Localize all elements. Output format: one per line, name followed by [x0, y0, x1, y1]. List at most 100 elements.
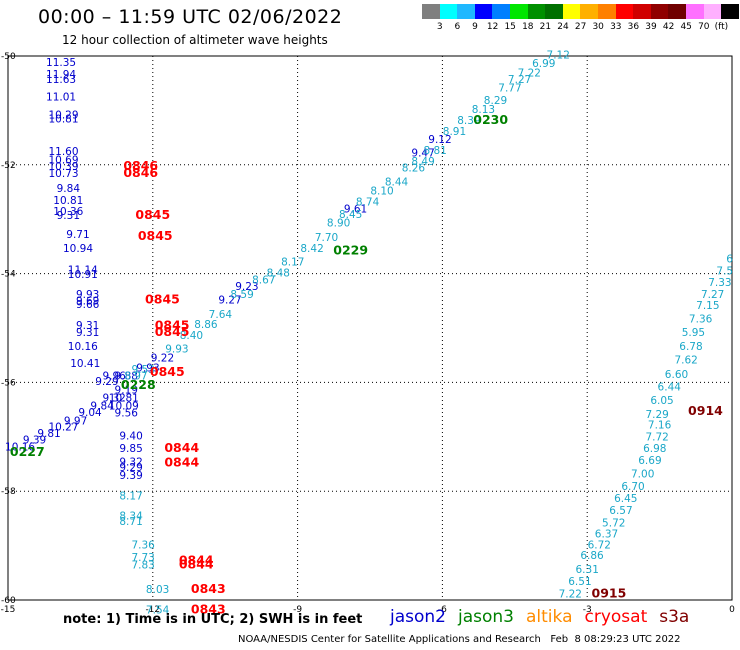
pass-time-label: 0915: [592, 585, 627, 600]
y-tick-label: -54: [1, 270, 16, 280]
colorbar-label: 33: [610, 22, 622, 32]
swh-reading: 7.27: [508, 74, 531, 86]
y-tick-label: -52: [1, 161, 16, 171]
swh-reading: 8.26: [402, 162, 426, 174]
swh-reading: 9.39: [23, 434, 46, 446]
pass-time-label: 0227: [10, 444, 45, 459]
x-tick-label: -3: [583, 605, 592, 615]
colorbar-swatch: [703, 4, 722, 19]
map-frame: [7, 55, 733, 601]
colorbar-label: 70: [698, 22, 710, 32]
y-tick-label: -60: [1, 596, 16, 606]
colorbar-label: 27: [574, 22, 587, 32]
satellite-legend: jason2 jason3 altika cryosat s3a: [390, 607, 701, 627]
swh-reading: 9.56: [115, 408, 139, 420]
swh-reading: 9.32: [119, 457, 142, 469]
wave-height-colorbar: [422, 4, 739, 19]
swh-reading: 9.66: [76, 299, 100, 311]
swh-reading: 9.93: [165, 343, 188, 355]
swh-reading: 8.10: [370, 186, 393, 198]
swh-reading: 8.59: [230, 289, 253, 301]
swh-reading: 9.61: [344, 204, 367, 216]
pass-time-label: 0843: [191, 602, 226, 617]
swh-reading: 6.51: [568, 576, 591, 588]
swh-reading: 7.73: [131, 552, 154, 564]
swh-reading: 9.19: [115, 384, 138, 396]
y-tick-label: -56: [1, 378, 16, 388]
pass-time-label: 0845: [145, 292, 180, 307]
swh-reading: 9.53: [131, 364, 154, 376]
swh-reading: 8.48: [267, 267, 290, 279]
swh-reading: 9.04: [78, 407, 102, 419]
pass-time-label: 0845: [138, 228, 173, 243]
swh-reading: 9.96: [102, 371, 126, 383]
swh-reading: 9.88: [115, 371, 138, 383]
colorbar-label: 12: [486, 22, 499, 32]
colorbar-swatch: [597, 4, 616, 19]
swh-reading: 9.93: [136, 363, 159, 375]
colorbar-label: 45: [680, 22, 692, 32]
swh-reading: 7.64: [209, 309, 233, 321]
x-tick-label: 0: [729, 605, 735, 615]
swh-reading: 6.86: [580, 550, 604, 562]
swh-reading: 9.22: [151, 353, 174, 365]
swh-reading: 10.41: [70, 358, 100, 370]
swh-reading: 8.39: [457, 115, 480, 127]
colorbar-label: 24: [557, 22, 569, 32]
pass-time-label: 0843: [191, 581, 226, 596]
swh-reading: 11.35: [46, 57, 76, 69]
pass-time-label: 0846: [123, 158, 158, 173]
colorbar-label: 3: [436, 22, 443, 32]
swh-reading: 10.94: [63, 243, 93, 255]
pass-time-label: 0914: [688, 403, 723, 418]
map-title: 00:00 – 11:59 UTC 02/06/2022: [38, 6, 343, 28]
pass-time-label: 0845: [135, 207, 170, 222]
colorbar-label: 15: [504, 22, 516, 32]
legend-cryosat: cryosat: [584, 607, 648, 627]
swh-reading: 7.62: [674, 354, 697, 366]
colorbar-label: 21: [539, 22, 552, 32]
swh-reading: 11.01: [46, 92, 76, 104]
colorbar-swatch: [509, 4, 528, 19]
pass-time-label: 0844: [179, 553, 214, 568]
pass-time-label: 0844: [164, 440, 199, 455]
colorbar-label: 39: [645, 22, 657, 32]
colorbar-swatch: [633, 4, 651, 19]
swh-reading: 10.69: [48, 155, 78, 167]
colorbar-swatch: [668, 4, 686, 19]
swh-reading: 7.83: [131, 559, 154, 571]
swh-reading: 7.36: [131, 539, 155, 551]
swh-reading: 7.70: [315, 232, 338, 244]
swh-reading: 8.86: [194, 319, 218, 331]
swh-reading: 5.95: [682, 327, 705, 339]
swh-reading: 9.40: [119, 431, 142, 443]
swh-reading: 6.05: [650, 395, 673, 407]
swh-reading: 9.85: [119, 443, 142, 455]
swh-reading: 7.27: [701, 289, 724, 301]
swh-reading: 9.23: [235, 281, 258, 293]
legend-s3a: s3a: [659, 607, 690, 627]
pass-time-label: 0228: [121, 377, 156, 392]
swh-reading: 9.84: [90, 401, 114, 413]
colorbar-swatch: [580, 4, 598, 19]
swh-reading: 10.27: [48, 421, 78, 433]
swh-reading: 6.37: [595, 528, 618, 540]
swh-reading: 8.17: [119, 490, 142, 502]
pass-time-label: 0845: [150, 364, 185, 379]
y-tick-label: -50: [1, 52, 16, 62]
swh-reading: 6.70: [621, 481, 644, 493]
swh-reading: 8.40: [180, 330, 203, 342]
swh-reading: 8.44: [385, 176, 409, 188]
swh-reading: 6: [726, 254, 733, 266]
x-tick-label: -12: [145, 605, 160, 615]
swh-reading: 6.57: [609, 505, 632, 517]
swh-reading: 8.74: [356, 197, 380, 209]
swh-reading: 7.00: [631, 469, 654, 481]
colorbar-swatch: [474, 4, 493, 19]
swh-reading: 11.60: [48, 146, 78, 158]
swh-reading: 10.16: [68, 341, 98, 353]
pass-time-label: 0845: [155, 318, 190, 333]
swh-reading: 9.32: [102, 392, 125, 404]
swh-reading: 9.29: [119, 462, 142, 474]
colorbar-swatch: [685, 4, 704, 19]
